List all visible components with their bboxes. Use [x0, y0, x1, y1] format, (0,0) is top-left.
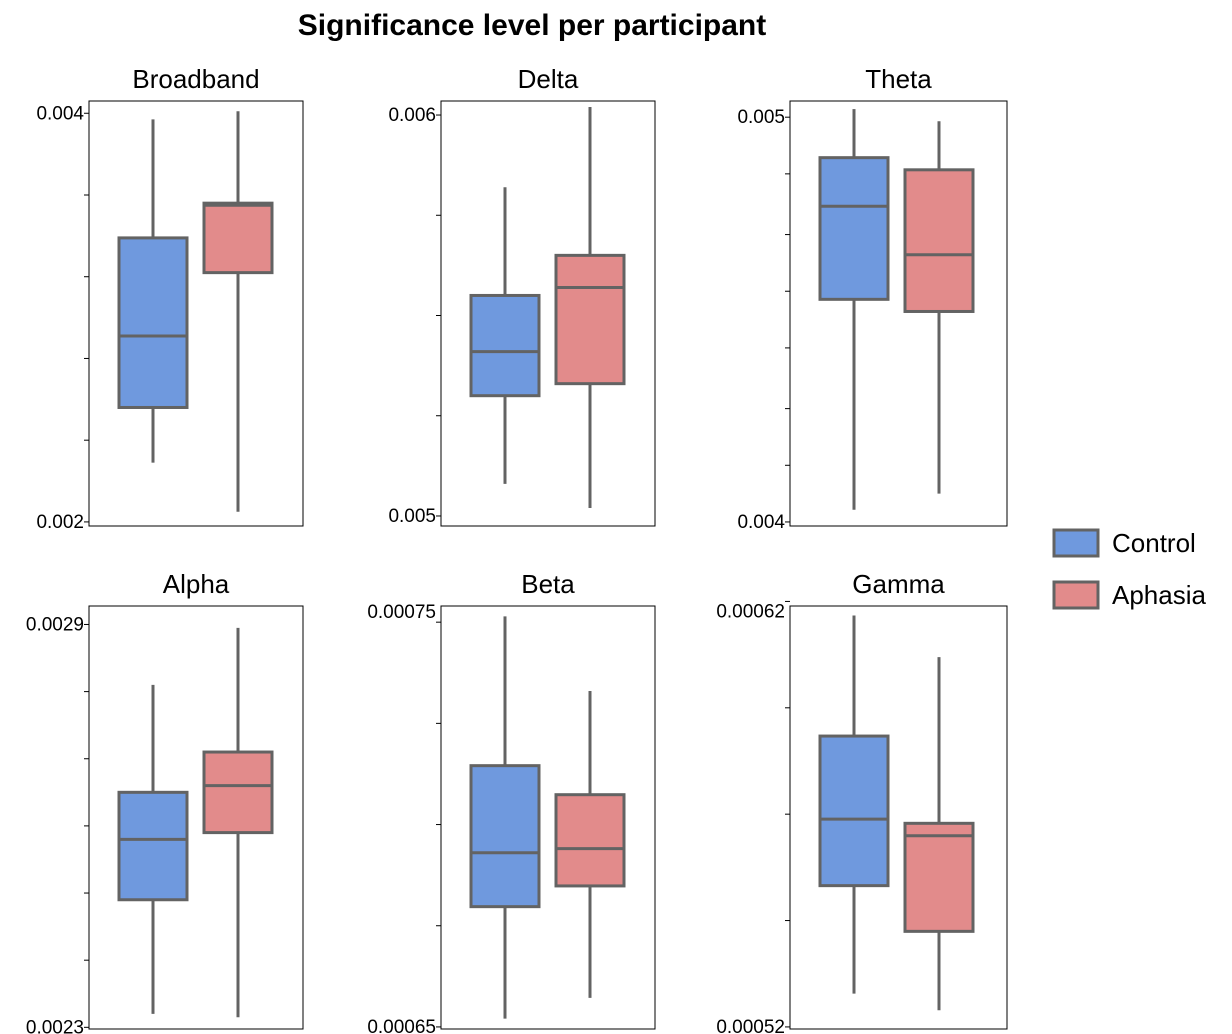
panel-alpha: Alpha 0.0029 0.0023 — [26, 569, 304, 1034]
y-tick-label: 0.006 — [388, 105, 436, 126]
legend: Control Aphasia — [1052, 528, 1206, 610]
box-gamma-control — [818, 615, 890, 994]
panel-frame — [440, 100, 656, 527]
panel-delta: Delta 0.005 0.006 — [388, 64, 656, 527]
box-body — [469, 293, 541, 398]
y-tick-label: 0.00052 — [716, 1017, 785, 1034]
panel-frame — [440, 605, 656, 1030]
y-tick-label: 0.004 — [737, 512, 785, 533]
y-tick-label: 0.00075 — [367, 602, 436, 623]
box-body — [818, 734, 890, 888]
legend-item-aphasia: Aphasia — [1052, 580, 1206, 610]
y-tick-label: 0.0023 — [26, 1017, 84, 1034]
legend-item-control: Control — [1052, 528, 1196, 558]
box-body — [117, 790, 189, 902]
box-theta-aphasia — [903, 121, 975, 494]
y-tick-label: 0.005 — [388, 506, 436, 527]
y-tick-label: 0.004 — [36, 103, 84, 124]
box-broadband-aphasia — [202, 111, 274, 512]
legend-label: Control — [1112, 528, 1196, 558]
box-body — [202, 201, 274, 275]
panel-title-gamma: Gamma — [852, 569, 945, 599]
panel-title-beta: Beta — [521, 569, 575, 599]
box-delta-aphasia — [554, 107, 626, 508]
y-tick-label: 0.005 — [737, 107, 785, 128]
panel-beta: Beta 0.00075 0.00065 — [367, 569, 656, 1034]
y-tick-label: 0.0029 — [26, 614, 84, 635]
panel-frame — [789, 100, 1008, 527]
legend-swatch — [1052, 528, 1100, 558]
panel-title-alpha: Alpha — [163, 569, 230, 599]
panel-title-broadband: Broadband — [132, 64, 259, 94]
legend-label: Aphasia — [1112, 580, 1206, 610]
box-alpha-control — [117, 684, 189, 1014]
panel-title-theta: Theta — [865, 64, 932, 94]
panel-frame — [88, 605, 304, 1030]
box-body — [117, 236, 189, 409]
box-body — [469, 764, 541, 909]
chart-title: Significance level per participant — [298, 9, 767, 42]
box-beta-aphasia — [554, 691, 626, 998]
box-body — [903, 168, 975, 313]
box-body — [818, 156, 890, 301]
box-body — [554, 793, 626, 888]
y-tick-label: 0.00065 — [367, 1017, 436, 1034]
legend-swatch — [1052, 580, 1100, 610]
y-tick-label: 0.002 — [36, 512, 84, 533]
box-delta-control — [469, 187, 541, 484]
box-body — [554, 253, 626, 386]
panel-title-delta: Delta — [518, 64, 579, 94]
box-theta-control — [818, 109, 890, 510]
box-alpha-aphasia — [202, 627, 274, 1018]
box-broadband-control — [117, 119, 189, 463]
panel-broadband: Broadband 0.002 0.004 — [36, 64, 304, 533]
y-tick-label: 0.00062 — [716, 601, 785, 622]
box-beta-control — [469, 616, 541, 1019]
panel-theta: Theta 0.004 0.005 — [737, 64, 1008, 533]
box-body — [903, 821, 975, 933]
panel-frame — [88, 100, 304, 527]
panel-frame — [789, 605, 1008, 1030]
box-gamma-aphasia — [903, 657, 975, 1011]
panel-gamma: Gamma 0.00062 0.00052 — [716, 569, 1008, 1034]
box-body — [202, 750, 274, 835]
